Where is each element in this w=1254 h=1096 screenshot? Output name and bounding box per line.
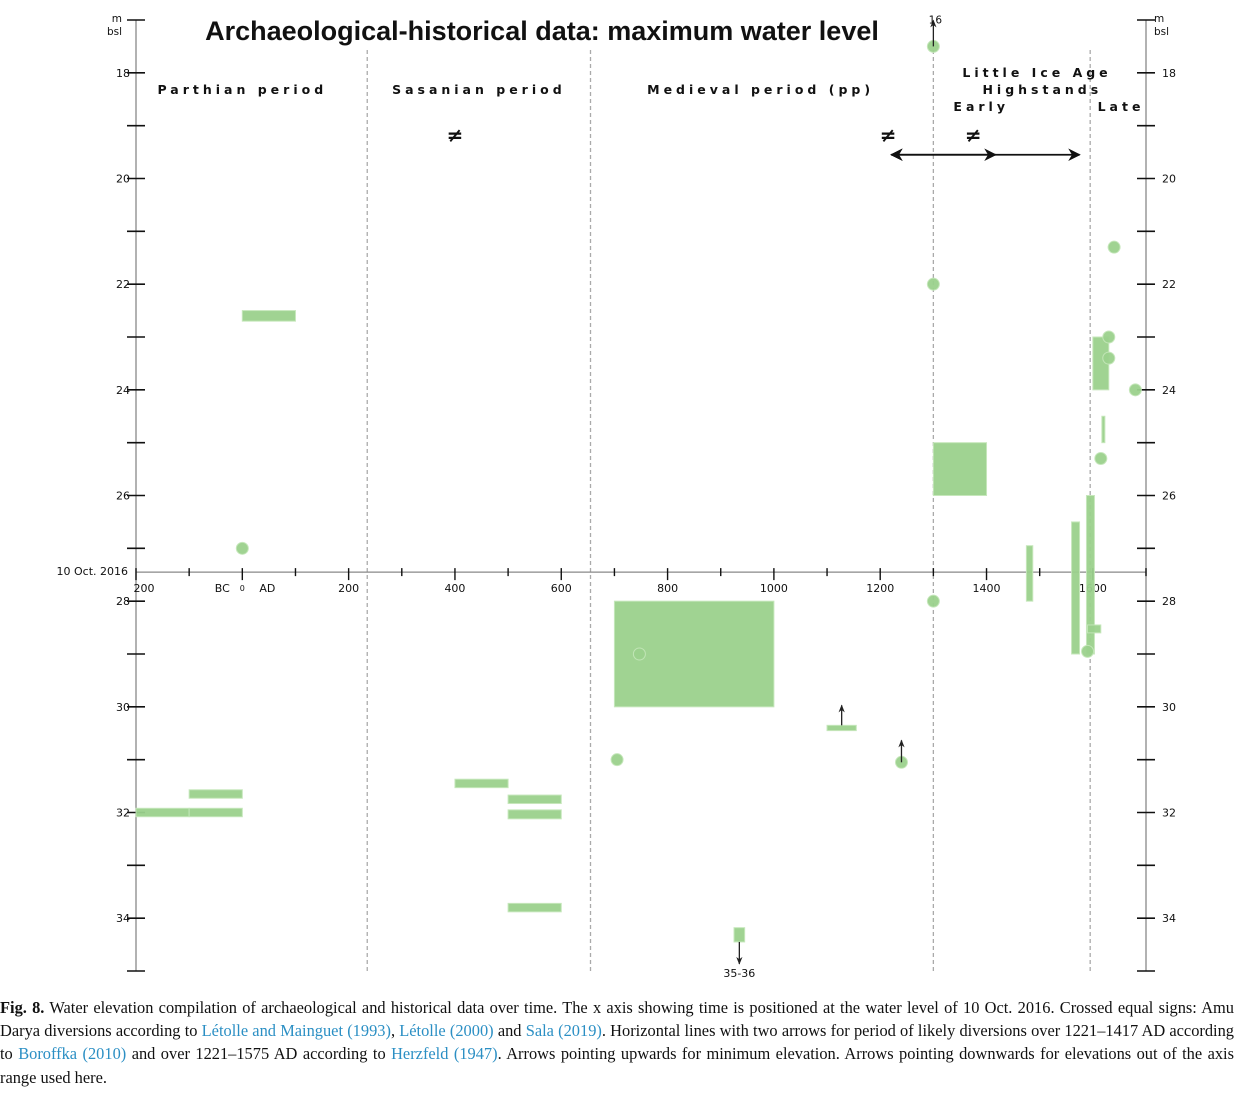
left-y-tick-label: 26 [116,490,130,503]
chart-title: Archaeological-historical data: maximum … [205,16,879,46]
range-rect [507,794,562,805]
x-tick-label: 400 [444,582,465,595]
x-tick-label: 800 [657,582,678,595]
period-label: Sasanian period [392,82,566,97]
data-point [926,277,940,291]
range-rect [241,310,296,322]
period-label: Medieval period (pp) [647,82,874,97]
x-tick-label: 1200 [866,582,894,595]
left-y-tick-label: 22 [116,278,130,291]
lia-highstands-label: Highstands [982,82,1102,97]
figure-caption: Fig. 8. Water elevation compilation of a… [0,996,1234,1089]
left-y-tick-label: 24 [116,384,130,397]
range-rect [1101,415,1106,444]
left-y-tick-label: 18 [116,67,130,80]
left-y-tick-label: 32 [116,807,130,820]
right-y-tick-label: 34 [1162,912,1176,925]
x-tick-label: 1000 [760,582,788,595]
x-tick-label: 200 [338,582,359,595]
right-y-tick-label: 26 [1162,490,1176,503]
lia-late-label: Late [1098,99,1145,114]
right-y-tick-label: 24 [1162,384,1176,397]
data-point [632,647,646,661]
data-point [1102,351,1116,365]
era-label-bc: BC [215,582,230,595]
out-of-range-label: 35-36 [723,967,755,980]
ref-boroffka-2010[interactable]: Boroffka (2010) [18,1044,127,1064]
annotations: Parthian period Sasanian period Medieval p… [157,14,1145,980]
caption-text: and over 1221–1575 AD according to [126,1044,392,1064]
caption-text: . Arrows pointing upwards for minimum el… [0,1044,1234,1087]
y-axis-unit-label: m [1154,13,1164,25]
left-y-tick-label: 20 [116,173,130,186]
data-marks [135,39,1142,943]
x-axis-date-label: 10 Oct. 2016 [57,565,129,578]
period-dividers [366,50,1091,971]
ref-letolle-mainguet-1993[interactable]: Létolle and Mainguet (1993) [201,1021,391,1041]
range-rect [454,778,509,789]
diversion-not-equal-mark: ≠ [965,123,982,147]
data-point [610,753,624,767]
data-point [235,541,249,555]
x-tick-label: 600 [551,582,572,595]
data-point [1081,644,1095,658]
caption-text: , [390,1021,400,1041]
data-point [1107,240,1121,254]
diversion-not-equal-mark: ≠ [447,123,464,147]
axes: 182022242628303234mbsl182022242628303234… [57,13,1176,972]
left-y-tick-label: 28 [116,595,130,608]
left-y-tick-label: 30 [116,701,130,714]
y-axis-unit-label: bsl [1154,26,1169,38]
right-y-tick-label: 18 [1162,67,1176,80]
range-rect [826,724,857,732]
data-point [1094,452,1108,466]
off-axis-value-label: 16 [929,14,943,26]
data-point [926,594,940,608]
x-tick-label: 1400 [973,582,1001,595]
range-rect [932,442,988,496]
diversion-not-equal-mark: ≠ [880,123,897,147]
right-y-tick-label: 28 [1162,595,1176,608]
y-axis-unit-label: m [112,13,122,25]
data-point [1102,330,1116,344]
range-rect [507,902,562,913]
range-rect [733,927,746,943]
period-label: Parthian period [157,82,327,97]
lia-title-label: Little Ice Age [962,65,1111,80]
right-y-tick-label: 30 [1162,701,1176,714]
range-rect [507,809,562,820]
range-rect [135,807,190,818]
water-level-chart: 182022242628303234mbsl182022242628303234… [57,13,1177,980]
era-label-ad: AD [259,582,275,595]
right-y-tick-label: 32 [1162,807,1176,820]
range-rect [1071,521,1081,655]
range-rect [188,789,243,799]
data-point [1128,383,1142,397]
caption-text: . Horizontal lines with two arrows for p… [0,1021,1234,1064]
right-y-tick-label: 22 [1162,278,1176,291]
ref-herzfeld-1947[interactable]: Herzfeld (1947) [391,1044,498,1064]
era-label-zero: 0 [240,584,245,593]
ref-sala-2019[interactable]: Sala (2019) [525,1021,602,1041]
y-axis-unit-label: bsl [107,26,122,38]
lia-early-label: Early [953,99,1009,114]
left-y-tick-label: 34 [116,912,130,925]
right-y-tick-label: 20 [1162,173,1176,186]
caption-text: and [493,1021,526,1041]
range-rect [1025,545,1034,602]
ref-letolle-2000[interactable]: Létolle (2000) [399,1021,494,1041]
figure-label: Fig. 8. [0,998,45,1017]
x-tick-label: 200 [134,582,155,595]
range-rect [188,807,243,818]
caption-text: Water elevation compilation of archaeolo… [0,998,1234,1041]
range-rect [1087,624,1102,634]
